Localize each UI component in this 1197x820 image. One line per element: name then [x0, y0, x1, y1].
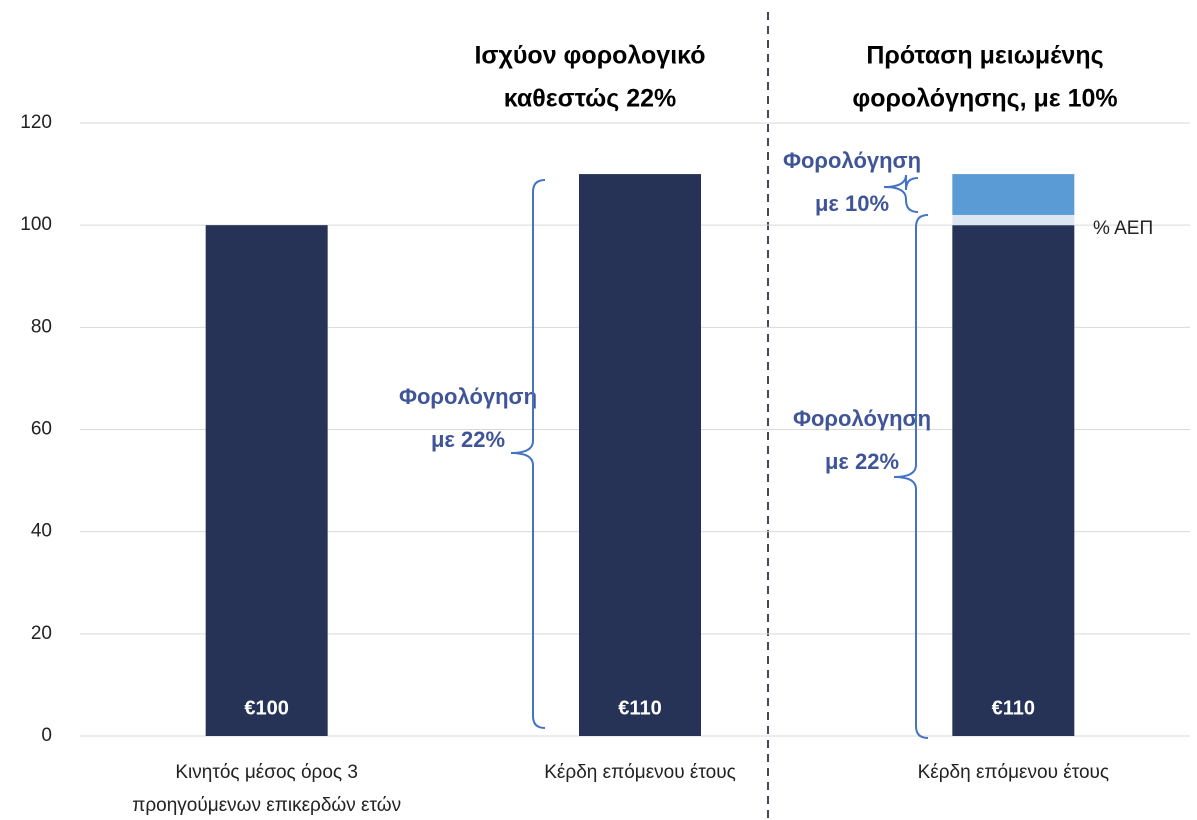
y-tick-label: 80 [31, 316, 52, 337]
annotation: με 10% [815, 191, 889, 216]
section-title: Ισχύον φορολογικό [474, 42, 705, 70]
bar-label: €110 [618, 697, 661, 719]
y-tick-label: 120 [20, 112, 52, 133]
bar-segment [205, 225, 328, 736]
annotation: με 22% [825, 449, 899, 474]
segment-label: % ΑΕΠ [1093, 218, 1153, 239]
y-tick-label: 0 [41, 725, 52, 746]
brace [510, 179, 546, 729]
bar-segment [952, 214, 1075, 226]
annotation: Φορολόγηση [399, 384, 537, 409]
y-tick-label: 40 [31, 521, 52, 542]
annotation: Φορολόγηση [783, 148, 921, 173]
bar-segment [579, 174, 701, 737]
bar-segment [952, 174, 1075, 215]
section-title: Πρόταση μειωμένης [866, 42, 1103, 70]
section-title: καθεστώς 22% [504, 85, 677, 113]
bar-label: €110 [992, 697, 1035, 719]
y-tick-label: 60 [31, 419, 52, 440]
section-title: φορολόγησης, με 10% [852, 85, 1117, 113]
bar-segment [952, 225, 1075, 736]
x-tick-label: προηγούμενων επικερδών ετών [132, 795, 401, 816]
x-tick-label: Κέρδη επόμενου έτους [918, 762, 1110, 783]
brace [893, 214, 929, 739]
annotation: με 22% [431, 427, 505, 452]
bar-label: €100 [244, 697, 289, 719]
y-tick-label: 20 [31, 623, 52, 644]
y-tick-label: 100 [20, 214, 52, 235]
x-tick-label: Κινητός μέσος όρος 3 [175, 762, 358, 783]
x-tick-label: Κέρδη επόμενου έτους [544, 762, 736, 783]
annotation: Φορολόγηση [793, 406, 931, 431]
brace [883, 174, 919, 213]
